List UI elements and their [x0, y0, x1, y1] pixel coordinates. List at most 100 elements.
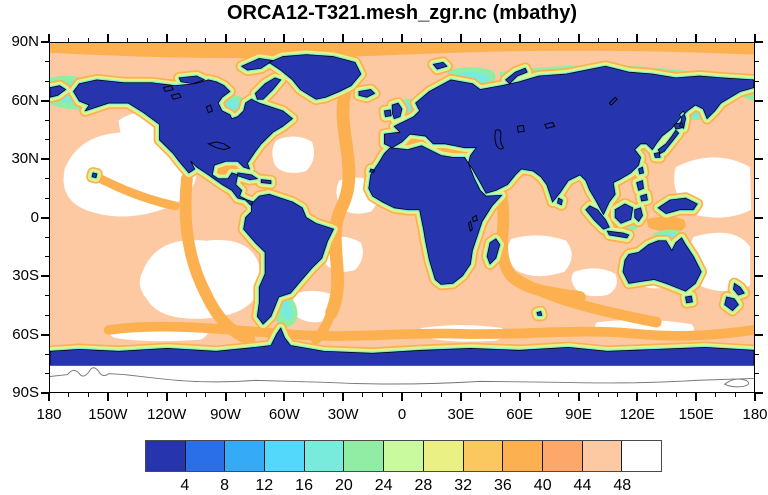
x-tick	[165, 34, 168, 42]
lake-outlines	[162, 85, 618, 233]
y-tick	[41, 216, 49, 219]
colorbar-tick-label: 12	[255, 477, 274, 494]
y-tick-label: 30N	[11, 150, 39, 167]
y-tick	[755, 139, 759, 140]
x-tick	[106, 393, 109, 401]
x-tick	[577, 393, 580, 401]
y-tick	[45, 139, 49, 140]
plot-title: ORCA12-T321.mesh_zgr.nc (mbathy)	[226, 2, 578, 24]
world-map	[50, 43, 754, 392]
x-tick-label: 30W	[327, 406, 359, 423]
colorbar-cell	[146, 441, 185, 471]
x-tick	[146, 393, 148, 397]
colorbar-cell	[541, 441, 582, 471]
x-tick-label: 150E	[678, 406, 714, 423]
x-tick	[421, 38, 423, 42]
x-tick	[676, 38, 678, 42]
y-tick	[755, 295, 759, 296]
y-tick	[45, 119, 49, 121]
x-tick	[146, 38, 148, 42]
x-tick	[342, 34, 345, 42]
x-tick-label: 0	[397, 406, 407, 423]
y-tick	[755, 353, 759, 355]
x-tick	[303, 393, 305, 397]
y-tick	[45, 178, 49, 179]
colorbar-cell	[462, 441, 503, 471]
x-tick	[538, 38, 540, 42]
x-tick	[68, 38, 70, 42]
antarctic-blank-zone	[50, 365, 754, 392]
y-tick-label: 60S	[12, 325, 39, 343]
y-tick	[755, 333, 763, 336]
x-tick-label: 30E	[447, 406, 475, 423]
y-tick	[755, 216, 763, 219]
x-tick	[499, 393, 501, 397]
colorbar-cell	[343, 441, 384, 471]
x-tick	[597, 393, 599, 397]
y-tick	[755, 236, 759, 238]
x-tick	[381, 393, 383, 397]
x-tick	[558, 393, 560, 397]
y-tick	[755, 392, 763, 394]
x-tick	[479, 393, 481, 397]
colorbar-tick-label: 48	[613, 477, 632, 494]
x-tick-label: 150W	[88, 406, 128, 423]
x-tick	[68, 393, 70, 397]
colorbar-tick-label: 40	[533, 477, 552, 494]
x-tick	[106, 34, 109, 42]
colorbar-cell	[621, 441, 661, 471]
x-tick	[244, 38, 246, 42]
x-tick	[381, 38, 383, 42]
x-tick	[48, 393, 50, 401]
x-tick	[87, 393, 89, 397]
colorbar-cell	[303, 441, 344, 471]
colorbar-tick-label: 28	[414, 477, 433, 494]
y-tick	[755, 99, 763, 102]
y-tick-label: 0	[30, 208, 39, 226]
x-tick	[715, 38, 717, 42]
colorbar-cell	[184, 441, 225, 471]
x-tick	[715, 393, 717, 397]
y-tick	[45, 314, 49, 316]
x-tick	[734, 393, 736, 397]
x-tick	[126, 393, 128, 397]
x-tick	[558, 38, 560, 42]
x-tick	[459, 393, 462, 401]
colorbar-tick-label: 32	[454, 477, 473, 494]
x-tick	[264, 38, 266, 42]
x-tick-label: 60E	[506, 406, 534, 423]
y-tick	[41, 99, 49, 102]
y-tick-label: 30S	[12, 267, 39, 284]
x-tick	[459, 34, 462, 42]
x-tick	[323, 38, 325, 42]
x-tick	[636, 393, 639, 401]
x-tick	[224, 393, 227, 401]
colorbar-tick-label: 8	[220, 477, 229, 494]
y-tick-label: 60N	[11, 91, 39, 109]
x-tick	[362, 393, 364, 397]
y-tick	[45, 236, 49, 238]
x-tick-label: 180	[36, 406, 62, 423]
x-tick	[754, 34, 756, 42]
y-tick	[45, 256, 49, 257]
y-tick	[755, 80, 759, 82]
x-tick	[656, 38, 658, 42]
y-tick	[41, 392, 49, 394]
y-tick	[45, 353, 49, 355]
y-tick	[755, 197, 759, 199]
x-tick	[676, 393, 678, 397]
x-tick	[205, 38, 207, 42]
y-tick-label: 90S	[12, 384, 39, 401]
x-tick	[165, 393, 168, 401]
y-tick-label: 90N	[11, 33, 39, 50]
y-tick	[45, 373, 49, 374]
x-tick-label: 180	[742, 406, 768, 423]
x-tick-label: 120W	[147, 406, 187, 423]
x-tick	[87, 38, 89, 42]
x-tick	[362, 38, 364, 42]
colorbar-tick-label: 4	[180, 477, 190, 494]
x-tick	[185, 38, 187, 42]
x-tick-label: 60W	[268, 406, 300, 423]
y-tick	[45, 295, 49, 296]
x-tick	[244, 393, 246, 397]
